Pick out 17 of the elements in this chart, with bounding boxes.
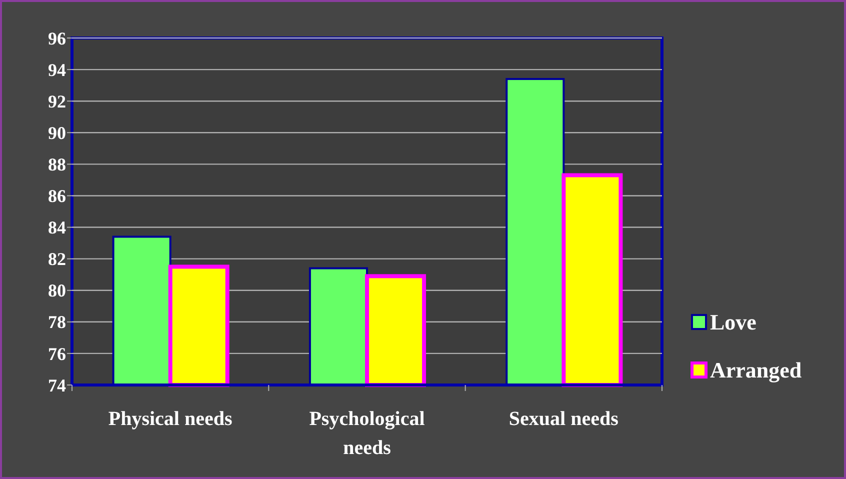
y-tick-label: 96 [48,28,66,48]
y-tick-label: 88 [48,154,66,174]
y-tick-label: 74 [48,375,66,396]
y-tick-label: 78 [48,312,66,332]
x-tick-label: Psychological needs [309,408,426,459]
legend-label: Arranged [710,358,802,383]
x-tick-label: Physical needs [108,408,232,430]
y-tick-label: 76 [48,344,66,364]
y-tick-label: 90 [48,122,66,143]
y-tick-label: 80 [48,280,66,301]
x-tick-label: Sexual needs [508,408,619,430]
y-tick-label: 92 [48,91,66,112]
y-tick-label: 86 [48,186,66,206]
y-tick-label: 82 [48,249,66,270]
y-tick-label: 94 [48,60,66,80]
y-tick-label: 84 [48,218,66,238]
legend-label: Love [710,310,757,335]
